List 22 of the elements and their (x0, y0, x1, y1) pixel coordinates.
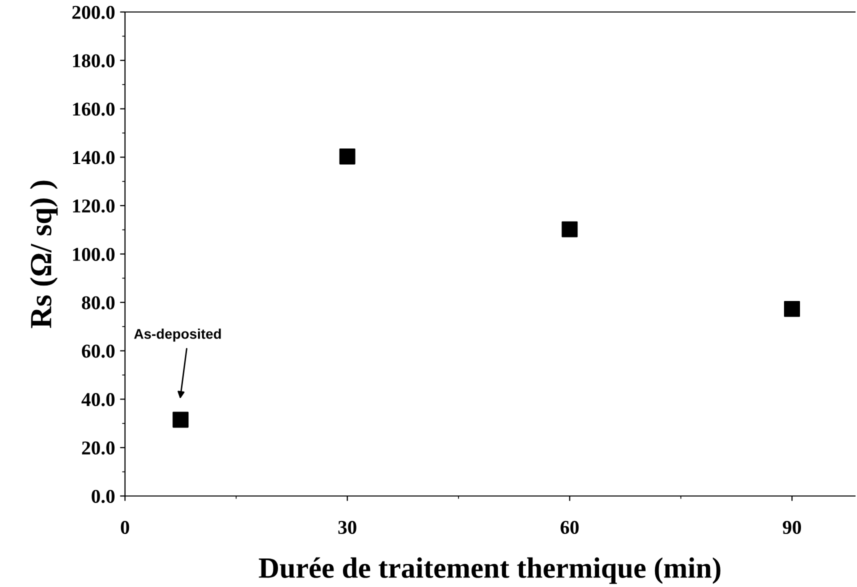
point (339, 148, 356, 164)
point (172, 412, 189, 428)
y-axis-title: Rs (Ω/ sq) ) (30, 180, 58, 328)
y-tick-label: 0.0 (92, 490, 115, 504)
y-tick-label: 180.0 (73, 54, 115, 68)
annotation: As-deposited (134, 328, 221, 342)
y-tick-label: 40.0 (82, 393, 115, 406)
y-tick-label: 60.0 (82, 344, 115, 358)
x-tick-label: 90 (782, 520, 801, 534)
x-tick-label: 30 (338, 520, 356, 534)
y-tick-label: 200.0 (72, 6, 115, 20)
x-tick-label: 0 (120, 520, 130, 534)
y-tick-label: 80.0 (82, 296, 115, 310)
y-tick-label: 140.0 (73, 151, 115, 164)
y-tick-label: 120.0 (73, 199, 115, 213)
y-tick-label: 160.0 (73, 102, 115, 116)
point (784, 300, 800, 317)
x-tick-label: 60 (560, 520, 579, 534)
point (562, 221, 578, 238)
x-axis-title: Durée de traitement thermique (min) (258, 557, 720, 584)
y-tick-label: 20.0 (82, 441, 115, 455)
y-tick-label: 100.0 (73, 248, 115, 262)
